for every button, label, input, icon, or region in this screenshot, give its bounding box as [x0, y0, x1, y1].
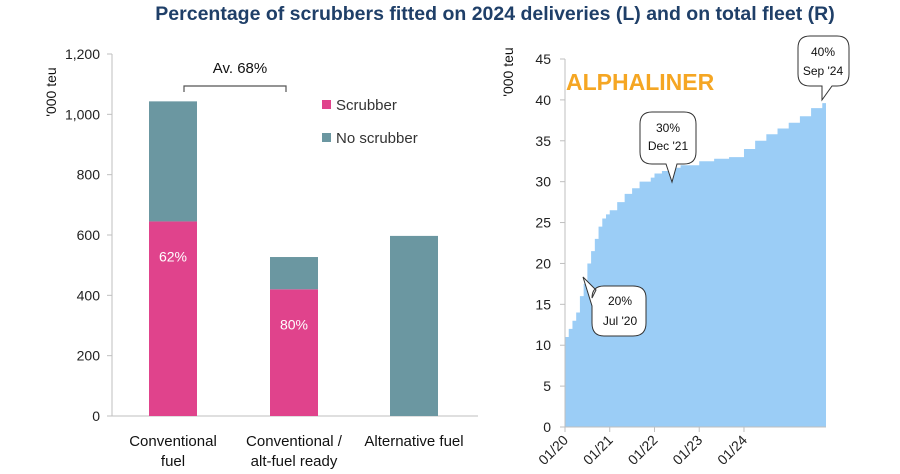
right-y-tick-label: 25	[535, 215, 551, 231]
callout-bubble	[582, 276, 647, 337]
category-label: Conventional	[129, 433, 217, 450]
scrubber-bar	[270, 289, 318, 416]
callout-bubble	[639, 111, 697, 184]
right-y-tick-label: 15	[535, 296, 551, 312]
right-x-tick-label: 01/23	[669, 432, 705, 468]
left-y-tick-label: 800	[77, 167, 101, 183]
category-label: Alternative fuel	[364, 433, 463, 450]
right-x-tick-label: 01/20	[535, 432, 571, 468]
left-y-axis-label: '000 teu	[43, 67, 59, 116]
left-y-tick-label: 1,200	[65, 46, 100, 62]
legend-swatch-no-scrubber	[322, 133, 331, 142]
no-scrubber-bar	[149, 101, 197, 222]
right-y-tick-label: 5	[543, 378, 551, 394]
callout-percent: 30%	[656, 121, 680, 135]
right-x-tick-label: 01/22	[625, 432, 661, 468]
left-y-tick-label: 200	[77, 348, 101, 364]
legend-label-scrubber: Scrubber	[336, 97, 397, 114]
bar-percent-label: 62%	[159, 248, 187, 264]
callout-bubble	[797, 35, 850, 102]
scrubber-bar	[149, 221, 197, 416]
average-annotation: Av. 68%	[213, 60, 267, 77]
callout-date: Dec '21	[648, 139, 689, 153]
brand-logo: ALPHALINER	[566, 69, 715, 95]
category-label: Conventional /	[246, 433, 343, 450]
legend-swatch-scrubber	[322, 100, 331, 109]
callout-percent: 20%	[608, 294, 632, 308]
category-label: alt-fuel ready	[251, 453, 338, 470]
right-y-tick-label: 45	[535, 51, 551, 67]
right-y-tick-label: 0	[543, 419, 551, 435]
right-y-tick-label: 30	[535, 174, 551, 190]
right-x-tick-label: 01/21	[580, 432, 616, 468]
callout-percent: 40%	[811, 45, 835, 59]
right-y-axis-label: '000 teu	[500, 47, 516, 96]
average-bracket	[183, 85, 287, 92]
right-y-tick-label: 10	[535, 337, 551, 353]
no-scrubber-bar	[390, 235, 438, 416]
no-scrubber-bar	[270, 257, 318, 290]
left-y-tick-label: 0	[92, 408, 100, 424]
left-y-tick-label: 400	[77, 287, 101, 303]
left-bar-chart: 0 200 400 600 800 1,000 1,200 '000 teu 62% Conven…	[43, 46, 478, 470]
right-y-tick-label: 35	[535, 133, 551, 149]
callout-date: Jul '20	[603, 314, 638, 328]
right-y-tick-label: 20	[535, 255, 551, 271]
right-y-tick-label: 40	[535, 92, 551, 108]
right-x-tick-label: 01/24	[714, 432, 750, 468]
legend-label-no-scrubber: No scrubber	[336, 130, 418, 147]
fleet-area	[565, 99, 826, 427]
callout-date: Sep '24	[803, 64, 844, 78]
left-y-tick-label: 600	[77, 227, 101, 243]
category-label: fuel	[161, 453, 185, 470]
left-y-tick-label: 1,000	[65, 106, 100, 122]
bar-percent-label: 80%	[280, 316, 308, 332]
chart-title: Percentage of scrubbers fitted on 2024 d…	[155, 3, 835, 25]
